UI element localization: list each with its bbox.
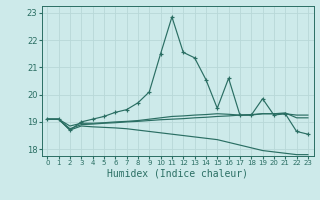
X-axis label: Humidex (Indice chaleur): Humidex (Indice chaleur) (107, 169, 248, 179)
